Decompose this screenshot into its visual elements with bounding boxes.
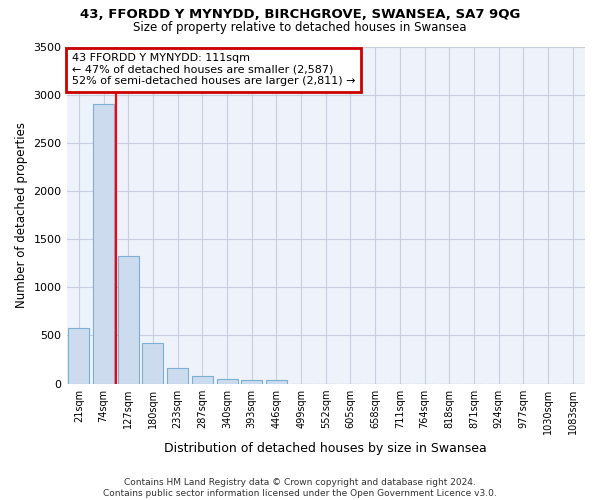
Bar [266, 380, 287, 384]
Text: Size of property relative to detached houses in Swansea: Size of property relative to detached ho… [133, 21, 467, 34]
Bar [68, 328, 89, 384]
Text: 43 FFORDD Y MYNYDD: 111sqm
← 47% of detached houses are smaller (2,587)
52% of s: 43 FFORDD Y MYNYDD: 111sqm ← 47% of deta… [72, 53, 355, 86]
Text: 43, FFORDD Y MYNYDD, BIRCHGROVE, SWANSEA, SA7 9QG: 43, FFORDD Y MYNYDD, BIRCHGROVE, SWANSEA… [80, 8, 520, 20]
Bar [167, 368, 188, 384]
Bar [217, 378, 238, 384]
Bar [93, 104, 114, 384]
Bar [142, 343, 163, 384]
Bar [118, 256, 139, 384]
Bar [241, 380, 262, 384]
X-axis label: Distribution of detached houses by size in Swansea: Distribution of detached houses by size … [164, 442, 487, 455]
Bar [192, 376, 213, 384]
Text: Contains HM Land Registry data © Crown copyright and database right 2024.
Contai: Contains HM Land Registry data © Crown c… [103, 478, 497, 498]
Y-axis label: Number of detached properties: Number of detached properties [15, 122, 28, 308]
